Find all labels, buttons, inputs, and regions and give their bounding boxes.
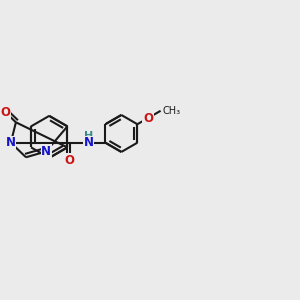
Text: N: N (84, 136, 94, 149)
Text: O: O (0, 106, 10, 118)
Text: N: N (41, 145, 51, 158)
Text: O: O (143, 112, 153, 124)
Text: CH₃: CH₃ (162, 106, 180, 116)
Text: O: O (65, 154, 75, 167)
Text: N: N (6, 136, 16, 149)
Text: H: H (84, 131, 93, 141)
